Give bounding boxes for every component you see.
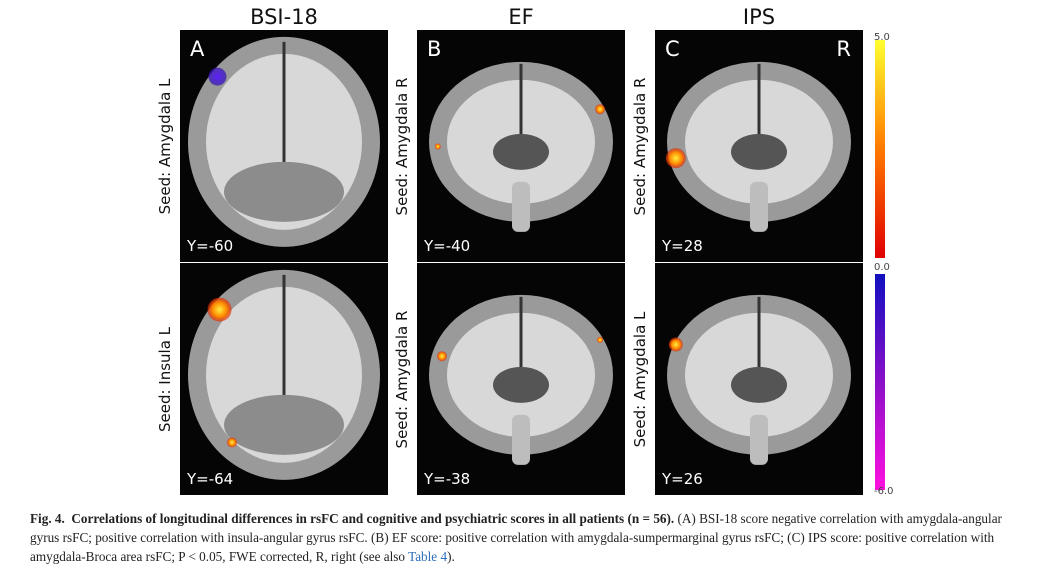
table-link[interactable]: Table 4 <box>408 549 448 564</box>
colorbar-positive <box>875 40 885 258</box>
seed-label: Seed: Amygdala L <box>156 78 174 214</box>
activation <box>436 351 447 362</box>
side-label: R <box>836 37 851 61</box>
coordinate: Y=-40 <box>423 237 470 255</box>
coordinate: Y=-60 <box>186 237 233 255</box>
coordinate: Y=26 <box>661 470 703 488</box>
ventricle <box>731 133 787 170</box>
ventricle <box>731 366 787 403</box>
activation <box>665 148 686 169</box>
brainstem <box>750 414 768 465</box>
seed-label: Seed: Amygdala L <box>631 311 649 447</box>
activation <box>668 337 683 352</box>
colorbar-max: 5.0 <box>874 32 890 43</box>
panel-letter: B <box>427 37 441 61</box>
activation <box>595 104 606 115</box>
figure: 5.0 0.0 -6.0 BSI-18 A Y=-60 Seed: Amygdala … <box>156 5 894 497</box>
seed-label: Seed: Insula L <box>156 326 174 432</box>
ventricle <box>493 366 549 403</box>
colorbar-mid: 0.0 <box>874 262 890 273</box>
colorbar-negative <box>875 274 885 490</box>
seed-label: Seed: Amygdala R <box>393 78 411 216</box>
column-title: IPS <box>743 5 775 29</box>
ventricle <box>224 394 344 455</box>
ventricle <box>493 133 549 170</box>
caption-title: Correlations of longitudinal differences… <box>71 511 675 526</box>
seed-label: Seed: Amygdala R <box>631 78 649 216</box>
coordinate: Y=28 <box>661 237 703 255</box>
seed-label: Seed: Amygdala R <box>393 311 411 449</box>
brainstem <box>512 414 530 465</box>
activation <box>227 437 237 448</box>
caption-end: ). <box>447 549 455 564</box>
activation <box>597 336 604 343</box>
activation <box>434 143 441 150</box>
coordinate: Y=-64 <box>186 470 233 488</box>
brainstem <box>512 181 530 232</box>
column-title: BSI-18 <box>250 5 318 29</box>
caption: Fig. 4. Correlations of longitudinal dif… <box>30 509 1025 566</box>
caption-label: Fig. 4. <box>30 511 65 526</box>
activation <box>208 67 227 86</box>
column-title: EF <box>508 5 533 29</box>
brainstem <box>750 181 768 232</box>
coordinate: Y=-38 <box>423 470 470 488</box>
panel-letter: C <box>665 37 680 61</box>
caption-text: (A) BSI-18 score negative correlation wi… <box>30 511 1002 564</box>
activation <box>207 297 232 322</box>
panel-letter: A <box>190 37 205 61</box>
ventricle <box>224 161 344 222</box>
colorbar-min: -6.0 <box>874 486 894 497</box>
